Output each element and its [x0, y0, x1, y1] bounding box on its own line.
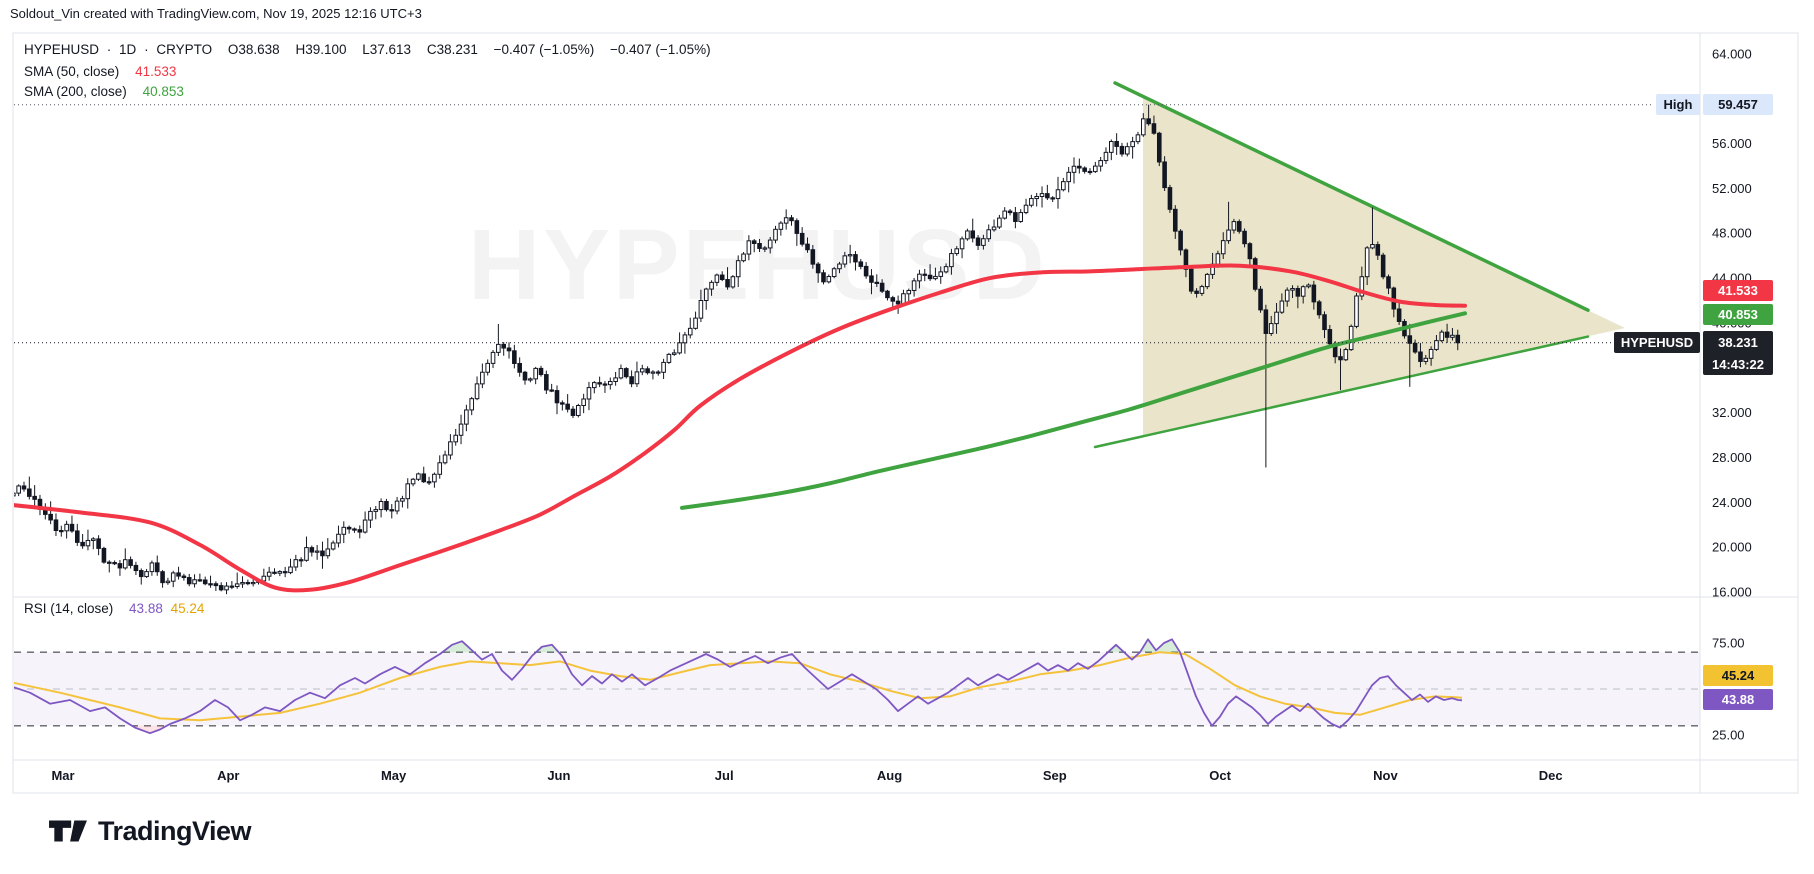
symbol-axis-label: HYPEHUSD — [1614, 332, 1700, 353]
ohlc-open: O38.638 — [227, 42, 280, 57]
ohlc-close: C38.231 — [426, 42, 478, 57]
price-tick-label: 32.000 — [1712, 405, 1752, 420]
price-tick-label: 20.000 — [1712, 540, 1752, 555]
rsi-label: RSI (14, close) — [24, 601, 114, 616]
price-tick-label: 16.000 — [1712, 585, 1752, 600]
tradingview-logo-text: TradingView — [98, 815, 252, 846]
sma200-line[interactable] — [680, 311, 1467, 510]
price-tick-label: 24.000 — [1712, 495, 1752, 510]
symbol-legend-row[interactable]: HYPEHUSD · 1D · CRYPTO O38.638 H39.100 L… — [24, 42, 715, 57]
rsi-legend-row[interactable]: RSI (14, close) 43.88 45.24 — [24, 601, 208, 616]
month-label: Dec — [1539, 768, 1563, 783]
sma200-value: 40.853 — [142, 84, 184, 99]
month-label: Aug — [877, 768, 902, 783]
price-tick-label: 64.000 — [1712, 46, 1752, 61]
rsi-pane[interactable] — [8, 638, 1700, 735]
bar-countdown-label: 14:43:22 — [1703, 353, 1773, 375]
month-label: Mar — [51, 768, 74, 783]
sma50-axis-label: 41.533 — [1703, 280, 1773, 301]
month-label: Jun — [547, 768, 570, 783]
sma50-legend-row[interactable]: SMA (50, close) 41.533 — [24, 64, 180, 79]
time-axis[interactable]: Mar Apr May Jun Jul Aug Sep Oct Nov Dec — [51, 768, 1562, 783]
sma200-label: SMA (200, close) — [24, 84, 127, 99]
ohlc-low: L37.613 — [362, 42, 412, 57]
month-label: Oct — [1209, 768, 1231, 783]
symbol-name: HYPEHUSD — [24, 42, 100, 57]
sma50-label: SMA (50, close) — [24, 64, 120, 79]
high-marker-label: High — [1656, 94, 1700, 115]
change-percent: −0.407 (−1.05%) — [610, 42, 711, 57]
price-tick-label: 48.000 — [1712, 226, 1752, 241]
attribution-text: Soldout_Vin created with TradingView.com… — [10, 6, 422, 21]
month-label: May — [381, 768, 407, 783]
last-price-axis-label: 38.231 — [1703, 331, 1773, 353]
rsi-line[interactable] — [8, 638, 1463, 735]
month-label: Jul — [715, 768, 734, 783]
exchange-label: CRYPTO — [156, 42, 213, 57]
main-price-pane[interactable] — [6, 81, 1625, 595]
legend-separator: · — [106, 42, 112, 57]
legend-separator: · — [144, 42, 149, 57]
ohlc-high: H39.100 — [295, 42, 347, 57]
sma200-legend-row[interactable]: SMA (200, close) 40.853 — [24, 84, 188, 99]
rsi-tick-label: 75.00 — [1712, 636, 1745, 651]
sma50-value: 41.533 — [135, 64, 177, 79]
change-value: −0.407 (−1.05%) — [493, 42, 595, 57]
chart-card-border — [12, 32, 1799, 794]
tradingview-logo-icon — [49, 820, 87, 842]
interval-label: 1D — [119, 42, 137, 57]
rsi-value: 43.88 — [129, 601, 163, 616]
rsi-axis-label: 43.88 — [1703, 689, 1773, 710]
symbol-watermark: HYPEHUSD — [468, 209, 1048, 321]
month-label: Nov — [1373, 768, 1398, 783]
high-marker-value: 59.457 — [1703, 94, 1773, 115]
upper-trendline[interactable] — [1113, 81, 1590, 312]
rsi-ma-axis-label: 45.24 — [1703, 665, 1773, 686]
price-tick-label: 52.000 — [1712, 181, 1752, 196]
sma200-axis-label: 40.853 — [1703, 304, 1773, 325]
lower-trendline[interactable] — [1093, 335, 1590, 449]
month-label: Sep — [1043, 768, 1067, 783]
month-label: Apr — [217, 768, 239, 783]
price-tick-label: 56.000 — [1712, 136, 1752, 151]
sma50-line[interactable] — [8, 263, 1467, 593]
price-tick-label: 28.000 — [1712, 450, 1752, 465]
tradingview-logo[interactable]: TradingView — [48, 814, 252, 848]
price-axis[interactable]: 64.00060.00056.00052.00048.00044.00040.0… — [1712, 46, 1752, 742]
rsi-tick-label: 25.00 — [1712, 728, 1745, 743]
rsi-ma-value: 45.24 — [170, 601, 205, 616]
